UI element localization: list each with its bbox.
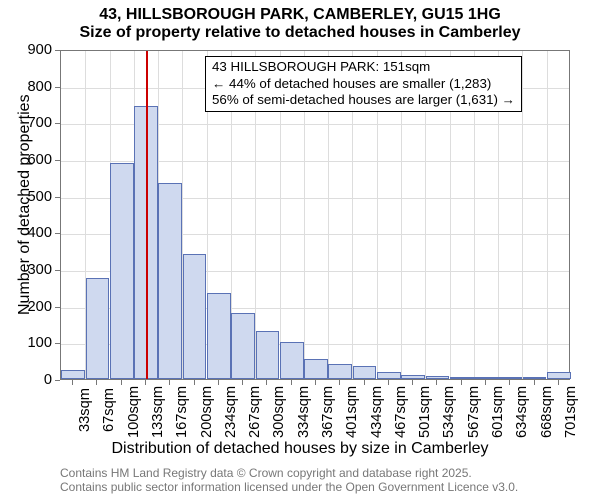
x-tick-mark (242, 380, 243, 385)
callout-line2: ← 44% of detached houses are smaller (1,… (212, 76, 515, 93)
y-tick-mark (55, 87, 60, 88)
x-tick-mark (412, 380, 413, 385)
histogram-bar (304, 359, 328, 379)
histogram-bar (183, 254, 207, 379)
x-tick-mark (339, 380, 340, 385)
histogram-bar (328, 364, 352, 379)
x-tick-mark (218, 380, 219, 385)
x-tick-label: 501sqm (417, 388, 433, 438)
x-tick-label: 267sqm (247, 388, 263, 438)
x-tick-mark (388, 380, 389, 385)
histogram-bar (401, 375, 425, 379)
x-tick-label: 200sqm (199, 388, 215, 438)
x-tick-mark (315, 380, 316, 385)
histogram-bar (474, 377, 498, 379)
y-tick-mark (55, 380, 60, 381)
histogram-bar (158, 183, 182, 379)
x-tick-label: 367sqm (320, 388, 336, 438)
x-tick-label: 334sqm (296, 388, 312, 438)
x-tick-mark (72, 380, 73, 385)
chart-title-line2: Size of property relative to detached ho… (0, 24, 600, 42)
y-tick-label: 600 (22, 152, 52, 168)
x-tick-mark (485, 380, 486, 385)
y-tick-mark (55, 50, 60, 51)
histogram-bar (498, 377, 522, 379)
histogram-bar (523, 377, 547, 379)
reference-line (146, 51, 148, 379)
histogram-bar (86, 278, 110, 379)
histogram-bar (377, 372, 401, 379)
histogram-bar (61, 370, 85, 379)
y-tick-mark (55, 197, 60, 198)
x-tick-label: 467sqm (393, 388, 409, 438)
histogram-bar (231, 313, 255, 379)
y-tick-label: 100 (22, 335, 52, 351)
x-tick-mark (194, 380, 195, 385)
x-tick-mark (169, 380, 170, 385)
y-tick-mark (55, 307, 60, 308)
x-tick-label: 534sqm (441, 388, 457, 438)
gridline-vertical (522, 51, 523, 379)
x-tick-mark (291, 380, 292, 385)
y-tick-mark (55, 270, 60, 271)
histogram-bar (280, 342, 304, 379)
x-tick-label: 634sqm (514, 388, 530, 438)
x-tick-mark (436, 380, 437, 385)
histogram-bar (110, 163, 134, 379)
x-tick-mark (534, 380, 535, 385)
histogram-bar (426, 376, 450, 379)
y-tick-mark (55, 160, 60, 161)
x-tick-label: 100sqm (126, 388, 142, 438)
x-tick-label: 67sqm (101, 388, 117, 438)
histogram-bar (207, 293, 231, 379)
x-tick-label: 701sqm (563, 388, 579, 438)
x-tick-label: 133sqm (150, 388, 166, 438)
y-tick-mark (55, 343, 60, 344)
gridline-vertical (547, 51, 548, 379)
y-tick-label: 900 (22, 42, 52, 58)
footnote-line1: Contains HM Land Registry data © Crown c… (60, 466, 472, 480)
x-tick-mark (364, 380, 365, 385)
x-tick-label: 434sqm (369, 388, 385, 438)
reference-callout-box: 43 HILLSBOROUGH PARK: 151sqm ← 44% of de… (205, 56, 522, 112)
x-tick-mark (266, 380, 267, 385)
histogram-bar (353, 366, 377, 379)
histogram-bar (450, 377, 474, 379)
y-tick-label: 500 (22, 189, 52, 205)
x-axis-label: Distribution of detached houses by size … (0, 440, 600, 458)
x-tick-mark (558, 380, 559, 385)
x-tick-label: 300sqm (271, 388, 287, 438)
x-tick-mark (121, 380, 122, 385)
y-tick-label: 700 (22, 115, 52, 131)
callout-line1: 43 HILLSBOROUGH PARK: 151sqm (212, 59, 515, 76)
x-tick-mark (461, 380, 462, 385)
x-tick-label: 567sqm (466, 388, 482, 438)
x-tick-label: 401sqm (344, 388, 360, 438)
y-tick-label: 200 (22, 299, 52, 315)
x-tick-mark (509, 380, 510, 385)
chart-title-line1: 43, HILLSBOROUGH PARK, CAMBERLEY, GU15 1… (0, 6, 600, 24)
x-tick-label: 234sqm (223, 388, 239, 438)
x-tick-label: 601sqm (490, 388, 506, 438)
x-tick-label: 167sqm (174, 388, 190, 438)
y-tick-label: 800 (22, 79, 52, 95)
y-tick-label: 300 (22, 262, 52, 278)
x-tick-label: 33sqm (77, 388, 93, 438)
x-tick-mark (96, 380, 97, 385)
footnote-line2: Contains public sector information licen… (60, 480, 518, 494)
histogram-bar (547, 372, 571, 379)
y-tick-label: 0 (22, 372, 52, 388)
y-tick-mark (55, 233, 60, 234)
x-tick-mark (145, 380, 146, 385)
callout-line3: 56% of semi-detached houses are larger (… (212, 92, 515, 109)
y-tick-label: 400 (22, 225, 52, 241)
x-tick-label: 668sqm (539, 388, 555, 438)
y-tick-mark (55, 123, 60, 124)
histogram-bar (256, 331, 280, 379)
